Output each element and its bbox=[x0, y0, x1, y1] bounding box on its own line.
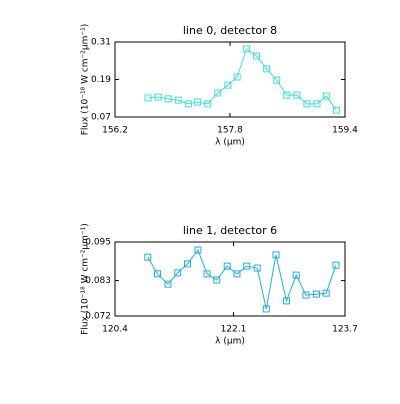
data-marker bbox=[194, 246, 202, 254]
data-marker bbox=[233, 73, 241, 81]
data-line bbox=[147, 249, 337, 310]
x-tick-label: 156.2 bbox=[102, 126, 128, 136]
y-tick-label: 0.072 bbox=[85, 312, 111, 322]
y-tick-label: 0.19 bbox=[91, 75, 111, 85]
data-marker bbox=[164, 280, 172, 288]
data-marker bbox=[282, 297, 290, 305]
y-tick-label: 0.31 bbox=[91, 38, 111, 48]
data-marker bbox=[233, 270, 241, 278]
plot-frame bbox=[114, 241, 346, 317]
data-marker bbox=[283, 91, 291, 99]
x-axis-label: λ (µm) bbox=[215, 337, 245, 347]
data-marker bbox=[164, 95, 172, 103]
data-marker bbox=[223, 262, 231, 270]
x-tick-label: 123.7 bbox=[332, 325, 358, 335]
data-marker bbox=[263, 65, 271, 73]
x-axis-label: λ (µm) bbox=[215, 138, 245, 148]
data-marker bbox=[273, 76, 281, 84]
data-marker bbox=[313, 100, 321, 108]
data-marker bbox=[183, 260, 191, 268]
data-marker bbox=[174, 96, 182, 104]
data-marker bbox=[302, 291, 310, 299]
data-marker bbox=[184, 100, 192, 108]
plot-frame bbox=[114, 41, 346, 118]
y-tick-label: 0.083 bbox=[85, 276, 111, 286]
data-line bbox=[148, 48, 337, 111]
data-marker bbox=[174, 269, 182, 277]
data-marker bbox=[293, 91, 301, 99]
data-marker bbox=[322, 92, 330, 100]
data-marker bbox=[253, 264, 261, 272]
y-axis-label: Flux (10⁻¹⁸ W cm⁻²µm⁻¹) bbox=[81, 223, 91, 335]
data-marker bbox=[322, 289, 330, 297]
data-marker bbox=[332, 261, 340, 269]
data-marker bbox=[204, 100, 212, 108]
data-marker bbox=[332, 106, 340, 114]
data-marker bbox=[272, 251, 280, 259]
data-marker bbox=[303, 100, 311, 108]
data-marker bbox=[253, 52, 261, 60]
x-tick-label: 159.4 bbox=[332, 126, 358, 136]
data-marker bbox=[144, 253, 152, 261]
data-marker bbox=[154, 93, 162, 101]
data-marker bbox=[262, 305, 270, 313]
chart-title: line 0, detector 8 bbox=[183, 24, 277, 37]
data-marker bbox=[154, 270, 162, 278]
data-marker bbox=[292, 271, 300, 279]
y-tick-label: 0.095 bbox=[85, 238, 111, 248]
x-tick-label: 157.8 bbox=[217, 126, 243, 136]
data-marker bbox=[243, 45, 251, 53]
data-marker bbox=[194, 98, 202, 106]
data-marker bbox=[224, 81, 232, 89]
data-marker bbox=[312, 290, 320, 298]
data-marker bbox=[144, 94, 152, 102]
x-tick-label: 122.1 bbox=[221, 325, 247, 335]
y-tick-label: 0.07 bbox=[91, 113, 111, 123]
data-marker bbox=[243, 262, 251, 270]
data-marker bbox=[213, 276, 221, 284]
data-marker bbox=[214, 89, 222, 97]
x-tick-label: 120.4 bbox=[102, 325, 128, 335]
data-marker bbox=[203, 270, 211, 278]
y-axis-label: Flux (10⁻¹⁸ W cm⁻²µm⁻¹) bbox=[81, 24, 91, 136]
chart-title: line 1, detector 6 bbox=[183, 224, 277, 237]
